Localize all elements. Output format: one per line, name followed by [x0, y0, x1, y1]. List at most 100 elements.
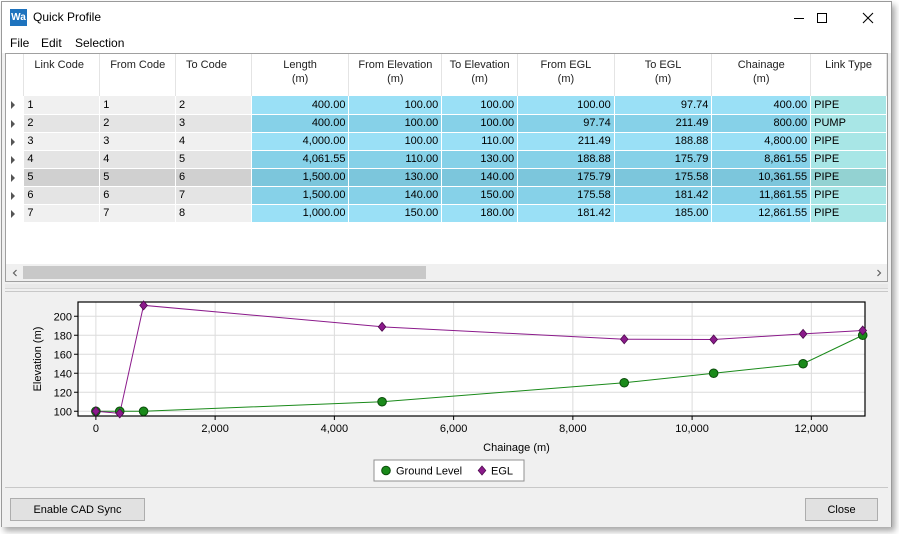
row-header[interactable]	[6, 204, 25, 223]
from-elevation-cell[interactable]: 100.00	[348, 114, 443, 133]
table-row[interactable]: 6 6 7 1,500.00 140.00 150.00 175.58 181.42 11,86…	[6, 186, 887, 205]
egl-point[interactable]	[619, 334, 629, 345]
from-elevation-cell[interactable]: 100.00	[348, 96, 443, 115]
chainage-cell[interactable]: 8,861.55	[711, 150, 812, 169]
column-header-chainage[interactable]: Chainage (m)	[711, 54, 812, 96]
link-type-cell[interactable]: PIPE	[810, 96, 887, 115]
from-egl-cell[interactable]: 188.88	[517, 150, 615, 169]
row-header[interactable]	[6, 132, 25, 151]
from-code-cell[interactable]: 1	[99, 96, 176, 115]
column-header-link-code[interactable]: Link Code	[23, 54, 101, 96]
link-code-cell[interactable]: 1	[23, 96, 101, 115]
egl-point[interactable]	[858, 325, 868, 336]
chainage-cell[interactable]: 4,800.00	[711, 132, 812, 151]
ground-level-point[interactable]	[377, 396, 387, 407]
close-window-button[interactable]	[845, 2, 891, 33]
from-code-cell[interactable]: 4	[99, 150, 176, 169]
link-code-cell[interactable]: 5	[23, 168, 101, 187]
minimize-button[interactable]	[776, 2, 822, 33]
table-row[interactable]: 7 7 8 1,000.00 150.00 180.00 181.42 185.00 12,86…	[6, 204, 887, 223]
length-cell[interactable]: 4,000.00	[251, 132, 350, 151]
to-code-cell[interactable]: 6	[175, 168, 252, 187]
length-cell[interactable]: 1,500.00	[251, 168, 350, 187]
from-elevation-cell[interactable]: 110.00	[348, 150, 443, 169]
column-header-from-code[interactable]: From Code	[99, 54, 176, 96]
to-elevation-cell[interactable]: 150.00	[441, 186, 519, 205]
link-type-cell[interactable]: PIPE	[810, 186, 887, 205]
to-elevation-cell[interactable]: 110.00	[441, 132, 519, 151]
length-cell[interactable]: 400.00	[251, 114, 350, 133]
link-code-cell[interactable]: 7	[23, 204, 101, 223]
table-row[interactable]: 5 5 6 1,500.00 130.00 140.00 175.79 175.58 10,36…	[6, 168, 887, 187]
table-row[interactable]: 4 4 5 4,061.55 110.00 130.00 188.88 175.79 8,861…	[6, 150, 887, 169]
from-code-cell[interactable]: 3	[99, 132, 176, 151]
column-header-link-type[interactable]: Link Type	[810, 54, 887, 96]
column-header-to-elevation[interactable]: To Elevation (m)	[441, 54, 519, 96]
to-egl-cell[interactable]: 175.79	[614, 150, 713, 169]
egl-point[interactable]	[91, 406, 101, 417]
link-code-cell[interactable]: 4	[23, 150, 101, 169]
link-code-cell[interactable]: 2	[23, 114, 101, 133]
to-egl-cell[interactable]: 185.00	[614, 204, 713, 223]
length-cell[interactable]: 1,500.00	[251, 186, 350, 205]
to-code-cell[interactable]: 3	[175, 114, 252, 133]
to-elevation-cell[interactable]: 180.00	[441, 204, 519, 223]
scrollbar-thumb[interactable]	[23, 266, 426, 279]
link-type-cell[interactable]: PIPE	[810, 204, 887, 223]
to-egl-cell[interactable]: 211.49	[614, 114, 713, 133]
chainage-cell[interactable]: 800.00	[711, 114, 812, 133]
from-egl-cell[interactable]: 175.58	[517, 186, 615, 205]
row-header[interactable]	[6, 114, 25, 133]
ground-level-point[interactable]	[708, 368, 719, 379]
from-code-cell[interactable]: 5	[99, 168, 176, 187]
menu-edit[interactable]: Edit	[41, 36, 62, 50]
from-elevation-cell[interactable]: 100.00	[348, 132, 443, 151]
link-type-cell[interactable]: PIPE	[810, 132, 887, 151]
link-code-cell[interactable]: 3	[23, 132, 101, 151]
panel-splitter[interactable]	[5, 284, 888, 289]
to-code-cell[interactable]: 2	[175, 96, 252, 115]
to-code-cell[interactable]: 7	[175, 186, 252, 205]
enable-cad-sync-button[interactable]: Enable CAD Sync	[10, 498, 145, 521]
row-header[interactable]	[6, 96, 25, 115]
to-code-cell[interactable]: 5	[175, 150, 252, 169]
chainage-cell[interactable]: 10,361.55	[711, 168, 812, 187]
scroll-right-icon[interactable]	[870, 264, 887, 281]
from-egl-cell[interactable]: 211.49	[517, 132, 615, 151]
from-code-cell[interactable]: 2	[99, 114, 176, 133]
table-row[interactable]: 2 2 3 400.00 100.00 100.00 97.74 211.49 800.00 PU…	[6, 114, 887, 133]
horizontal-scrollbar[interactable]	[6, 264, 887, 281]
link-type-cell[interactable]: PIPE	[810, 168, 887, 187]
to-egl-cell[interactable]: 188.88	[614, 132, 713, 151]
row-header[interactable]	[6, 168, 25, 187]
from-egl-cell[interactable]: 181.42	[517, 204, 615, 223]
from-egl-cell[interactable]: 97.74	[517, 114, 615, 133]
chainage-cell[interactable]: 11,861.55	[711, 186, 812, 205]
link-code-cell[interactable]: 6	[23, 186, 101, 205]
from-elevation-cell[interactable]: 150.00	[348, 204, 443, 223]
length-cell[interactable]: 4,061.55	[251, 150, 350, 169]
menu-selection[interactable]: Selection	[75, 36, 125, 50]
ground-level-point[interactable]	[138, 406, 149, 417]
to-egl-cell[interactable]: 181.42	[614, 186, 713, 205]
row-header[interactable]	[6, 150, 25, 169]
egl-point[interactable]	[377, 321, 387, 332]
egl-point[interactable]	[139, 300, 148, 311]
to-elevation-cell[interactable]: 130.00	[441, 150, 519, 169]
from-code-cell[interactable]: 7	[99, 204, 176, 223]
from-egl-cell[interactable]: 100.00	[517, 96, 615, 115]
menu-file[interactable]: File	[10, 36, 30, 50]
length-cell[interactable]: 1,000.00	[251, 204, 350, 223]
egl-point[interactable]	[115, 408, 125, 419]
to-elevation-cell[interactable]: 140.00	[441, 168, 519, 187]
scroll-left-icon[interactable]	[6, 264, 23, 281]
from-elevation-cell[interactable]: 140.00	[348, 186, 443, 205]
table-row[interactable]: 3 3 4 4,000.00 100.00 110.00 211.49 188.88 4,800…	[6, 132, 887, 151]
from-code-cell[interactable]: 6	[99, 186, 176, 205]
column-header-to-code[interactable]: To Code	[175, 54, 252, 96]
to-code-cell[interactable]: 4	[175, 132, 252, 151]
egl-point[interactable]	[798, 328, 808, 340]
maximize-button[interactable]	[799, 2, 845, 33]
close-button[interactable]: Close	[805, 498, 878, 521]
to-egl-cell[interactable]: 97.74	[614, 96, 713, 115]
